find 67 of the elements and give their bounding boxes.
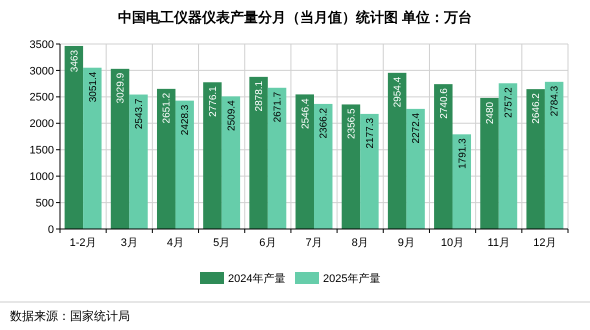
bar [156,88,176,229]
data-label: 2740.6 [438,88,450,119]
data-label: 2177.3 [364,117,376,149]
bar [480,98,499,229]
y-tick-label: 2000 [30,118,54,130]
x-tick-label: 6月 [259,237,276,249]
x-tick-label: 12月 [533,237,557,249]
y-tick-label: 1500 [30,144,54,157]
x-tick-label: 11月 [488,237,510,249]
data-label: 2646.2 [531,92,542,124]
bar [544,82,564,229]
data-label: 2480 [484,101,496,124]
x-tick-label: 7月 [305,237,323,249]
bar [296,94,314,229]
bar [360,114,379,229]
data-label: 2509.4 [226,100,238,131]
bar [388,72,406,229]
y-tick-label: 0 [48,224,54,236]
data-label: 2784.3 [550,85,561,116]
data-label: 2272.4 [411,112,422,144]
bar [83,68,102,229]
x-tick-label: 5月 [213,237,230,249]
y-tick-label: 2500 [30,92,54,104]
data-label: 2651.2 [162,92,173,124]
data-label: 3029.9 [116,72,127,104]
y-tick-label: 3500 [30,38,54,51]
x-tick-label: 9月 [398,237,415,249]
x-tick-label: 1-2月 [70,237,97,249]
data-label: 3463 [69,50,80,72]
x-tick-label: 4月 [166,237,184,249]
legend-label: 2024年产量 [228,272,286,285]
bar [249,76,268,229]
data-label: 2356.5 [346,108,358,140]
x-tick-label: 3月 [120,237,138,249]
bar [314,104,332,229]
data-label: 2366.2 [318,108,330,139]
x-tick-label: 10月 [440,237,464,249]
legend-label: 2025年产量 [323,272,380,285]
data-label: 3051.4 [88,71,99,102]
x-tick-label: 8月 [352,237,369,249]
bar [110,68,130,229]
data-label: 2776.1 [208,86,219,117]
bar [222,96,240,229]
bar [129,94,148,229]
chart-title: 中国电工仪器仪表产量分月（当月值）统计图 单位：万台 [118,9,472,25]
data-label: 2878.1 [254,80,266,112]
y-tick-label: 3000 [30,65,54,78]
data-label: 1791.3 [457,138,468,169]
data-label: 2543.7 [134,98,146,130]
bar [434,84,453,229]
y-tick-label: 500 [36,197,54,210]
bar [498,83,518,229]
bar [452,134,472,229]
data-label: 2954.4 [392,76,404,108]
data-label: 2757.2 [503,86,514,118]
y-tick-label: 1000 [30,170,54,183]
source-note: 数据来源：国家统计局 [10,309,130,323]
bar [342,104,360,229]
bar [64,46,84,229]
bar [526,89,545,229]
data-label: 2671.7 [272,91,284,122]
bar [268,88,286,229]
bar [175,100,194,229]
bar [203,82,222,229]
bar [406,108,425,229]
data-label: 2546.4 [300,98,312,129]
data-label: 2428.3 [180,104,192,136]
